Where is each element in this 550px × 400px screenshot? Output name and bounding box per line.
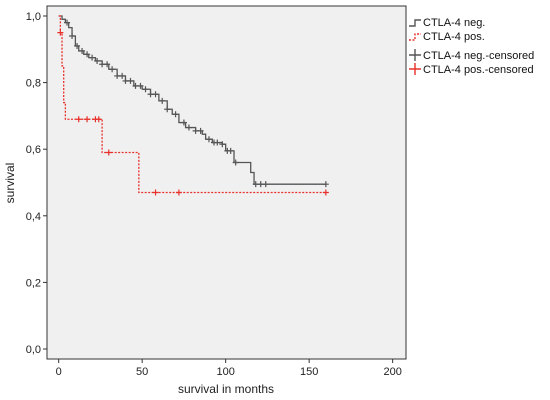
- censor-mark-pos: [57, 29, 64, 36]
- censor-mark-neg: [119, 72, 126, 79]
- censor-mark-neg: [84, 51, 91, 58]
- censor-mark-neg: [185, 124, 192, 131]
- censor-mark-neg: [142, 86, 149, 93]
- plot-area-background: [46, 5, 407, 360]
- censor-mark-neg: [252, 181, 259, 188]
- censor-mark-neg: [227, 147, 234, 154]
- censor-mark-pos: [152, 189, 159, 196]
- censor-mark-neg: [89, 54, 96, 61]
- legend-label-neg-censored: CTLA-4 neg.-censored: [423, 50, 534, 62]
- censor-mark-pos: [105, 149, 112, 156]
- censor-mark-neg: [192, 127, 199, 134]
- censor-mark-neg: [205, 136, 212, 143]
- censor-mark-neg: [127, 77, 134, 84]
- censor-mark-neg: [137, 82, 144, 89]
- censor-mark-neg: [94, 57, 101, 64]
- legend-item-neg: CTLA-4 neg.: [409, 17, 485, 29]
- legend-item-pos: CTLA-4 pos.: [409, 31, 485, 43]
- legend-swatch-pos-censored: [409, 63, 421, 75]
- censor-mark-neg: [262, 181, 269, 188]
- censor-mark-pos: [75, 116, 82, 123]
- censor-mark-neg: [172, 111, 179, 118]
- legend: CTLA-4 neg. CTLA-4 pos. CTLA-4 neg.-cens…: [409, 17, 534, 76]
- y-axis-title: survival: [3, 163, 17, 204]
- y-tick-label: 0,4: [26, 211, 41, 223]
- censor-mark-neg: [147, 91, 154, 98]
- censor-mark-neg: [197, 127, 204, 134]
- x-axis-title: survival in months: [178, 382, 274, 396]
- censor-mark-neg: [164, 106, 171, 113]
- censor-mark-neg: [219, 141, 226, 148]
- y-tick-label: 0,8: [26, 78, 41, 90]
- y-tick-label: 0,6: [26, 144, 41, 156]
- censor-mark-neg: [180, 119, 187, 126]
- censor-mark-pos: [95, 116, 102, 123]
- x-tick-label: 200: [383, 366, 401, 378]
- censor-mark-pos: [175, 189, 182, 196]
- censor-mark-neg: [64, 19, 71, 26]
- censor-mark-neg: [214, 139, 221, 146]
- legend-label-pos: CTLA-4 pos.: [423, 31, 485, 43]
- legend-label-neg: CTLA-4 neg.: [423, 17, 485, 29]
- legend-label-pos-censored: CTLA-4 pos.-censored: [423, 64, 534, 76]
- x-tick-label: 50: [136, 366, 148, 378]
- censor-mark-neg: [122, 77, 129, 84]
- censor-mark-neg: [232, 159, 239, 166]
- legend-swatch-pos: [409, 33, 421, 41]
- y-tick-label: 0,0: [26, 344, 41, 356]
- censor-mark-neg: [79, 47, 86, 54]
- censor-mark-neg: [69, 32, 76, 39]
- censor-mark-pos: [322, 189, 329, 196]
- y-tick-label: 1,0: [26, 11, 41, 23]
- legend-item-neg-censored: CTLA-4 neg.-censored: [409, 49, 534, 62]
- censor-mark-neg: [99, 61, 106, 68]
- censor-mark-neg: [322, 181, 329, 188]
- censor-mark-neg: [257, 181, 264, 188]
- censor-mark-neg: [109, 66, 116, 73]
- x-tick-label: 150: [300, 366, 318, 378]
- y-tick-label: 0,2: [26, 277, 41, 289]
- censor-mark-neg: [74, 42, 81, 49]
- censor-mark-neg: [152, 91, 159, 98]
- x-tick-label: 0: [56, 366, 62, 378]
- legend-swatch-neg-censored: [409, 49, 421, 61]
- x-tick-label: 100: [216, 366, 234, 378]
- censor-mark-neg: [159, 97, 166, 104]
- legend-swatch-neg: [409, 19, 421, 27]
- censor-mark-neg: [132, 82, 139, 89]
- censor-mark-neg: [104, 61, 111, 68]
- legend-item-pos-censored: CTLA-4 pos.-censored: [409, 63, 534, 76]
- censor-mark-neg: [114, 72, 121, 79]
- censor-mark-pos: [84, 116, 91, 123]
